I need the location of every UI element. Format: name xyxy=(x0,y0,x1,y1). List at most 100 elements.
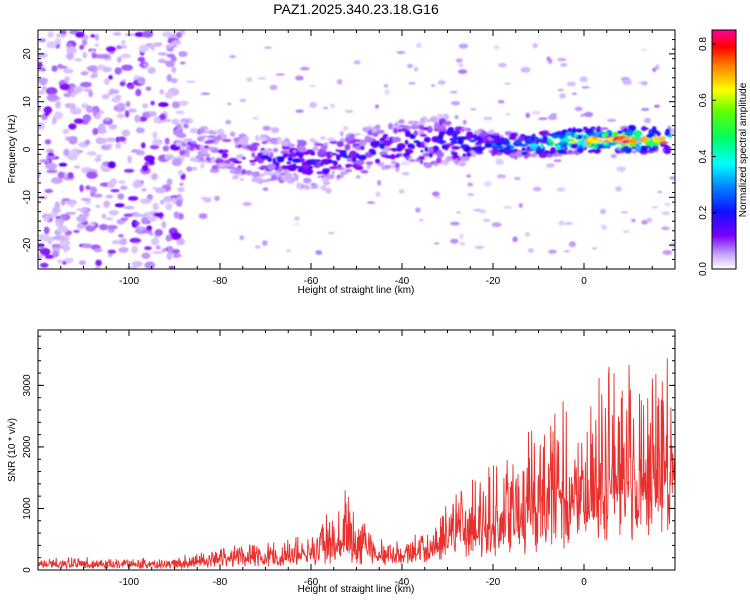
heatmap-cell xyxy=(435,151,445,158)
heatmap-cell xyxy=(152,202,159,211)
heatmap-cell xyxy=(661,210,671,216)
heatmap-cell xyxy=(82,51,88,59)
heatmap-cell xyxy=(532,186,542,192)
heatmap-cell xyxy=(309,137,316,143)
heatmap-cell xyxy=(437,80,446,85)
heatmap-cell xyxy=(90,34,96,38)
heatmap-cell xyxy=(655,64,660,71)
heatmap-cell xyxy=(127,108,137,113)
heatmap-cell xyxy=(641,107,650,111)
heatmap-cell xyxy=(81,39,88,46)
heatmap-cell xyxy=(631,218,636,223)
heatmap-cell xyxy=(421,144,426,148)
heatmap-cell xyxy=(583,126,588,131)
heatmap-cell xyxy=(294,223,300,226)
heatmap-cell xyxy=(127,196,139,201)
heatmap-cell xyxy=(524,138,533,145)
heatmap-cell xyxy=(338,150,348,153)
heatmap-cell xyxy=(462,119,467,125)
heatmap-cell xyxy=(648,147,657,152)
heatmap-cell xyxy=(191,140,196,145)
heatmap-cell xyxy=(144,246,152,251)
heatmap-cell xyxy=(172,253,182,258)
heatmap-cell xyxy=(469,139,477,143)
heatmap-cell xyxy=(92,109,97,117)
heatmap-cell xyxy=(312,183,316,190)
heatmap-cell xyxy=(336,140,344,148)
heatmap-cell xyxy=(547,133,558,137)
heatmap-cell xyxy=(314,143,325,146)
heatmap-cell xyxy=(46,41,57,49)
heatmap-cell xyxy=(91,52,98,59)
heatmap-cell xyxy=(142,62,149,67)
heatmap-cell xyxy=(169,232,182,240)
heatmap-cell xyxy=(622,79,633,86)
heatmap-cell xyxy=(454,158,459,166)
heatmap-cell xyxy=(474,149,479,153)
heatmap-cell xyxy=(152,131,158,139)
heatmap-cell xyxy=(47,31,54,39)
heatmap-cell xyxy=(329,166,339,170)
heatmap-cell xyxy=(110,188,120,193)
heatmap-cell xyxy=(209,129,213,134)
heatmap-cell xyxy=(323,142,329,147)
top-y-axis-title: Frequency (Hz) xyxy=(7,115,18,184)
heatmap-cell xyxy=(302,164,310,170)
heatmap-cell xyxy=(152,138,163,146)
heatmap-cell xyxy=(375,158,381,164)
heatmap-cell xyxy=(73,165,81,169)
heatmap-cell xyxy=(56,225,68,233)
heatmap-cell xyxy=(312,146,319,152)
heatmap-cell xyxy=(556,187,566,192)
heatmap-cell xyxy=(327,159,333,164)
heatmap-cell xyxy=(484,143,493,148)
heatmap-cell xyxy=(331,160,335,164)
heatmap-cell xyxy=(162,145,170,152)
heatmap-cell xyxy=(176,123,182,128)
heatmap-cell xyxy=(581,86,590,89)
heatmap-cell xyxy=(615,186,622,192)
heatmap-cell xyxy=(498,137,506,142)
heatmap-cell xyxy=(348,134,355,141)
heatmap-cell xyxy=(269,137,278,144)
heatmap-cell xyxy=(155,245,161,250)
x-tick-label: -20 xyxy=(486,276,501,287)
heatmap-cell xyxy=(320,136,326,140)
heatmap-cell xyxy=(53,235,64,241)
heatmap-cell xyxy=(473,133,477,141)
heatmap-cell xyxy=(604,139,610,143)
heatmap-cell xyxy=(631,146,637,150)
heatmap-cell xyxy=(164,137,170,145)
heatmap-cell xyxy=(438,118,446,124)
heatmap-cell xyxy=(264,46,272,49)
heatmap-cell xyxy=(500,134,504,138)
heatmap-cell xyxy=(120,185,128,191)
heatmap-cell xyxy=(291,158,302,163)
heatmap-cell xyxy=(86,151,97,156)
heatmap-cell xyxy=(69,202,75,208)
heatmap-cell xyxy=(57,65,68,70)
heatmap-cell xyxy=(315,250,323,255)
heatmap-cell xyxy=(428,151,433,158)
heatmap-cell xyxy=(455,58,463,63)
heatmap-cell xyxy=(120,45,128,49)
heatmap-cell xyxy=(114,67,122,75)
heatmap-cell xyxy=(495,145,505,149)
heatmap-cell xyxy=(383,83,389,88)
heatmap-cell xyxy=(421,127,430,131)
x-tick-label: 0 xyxy=(581,577,587,588)
heatmap-cell xyxy=(58,162,68,167)
heatmap-cell xyxy=(579,76,588,83)
heatmap-cell xyxy=(39,248,51,256)
heatmap-cell xyxy=(132,213,145,218)
heatmap-cell xyxy=(83,211,90,218)
heatmap-cell xyxy=(79,184,84,193)
top-chart-title: PAZ1.2025.340.23.18.G16 xyxy=(273,1,439,17)
heatmap-cell xyxy=(530,152,538,158)
heatmap-cell xyxy=(164,91,174,99)
heatmap-cell xyxy=(41,86,47,91)
heatmap-cell xyxy=(424,147,428,152)
heatmap-cell xyxy=(641,81,648,86)
heatmap-cell xyxy=(565,131,573,137)
heatmap-cell xyxy=(249,159,257,163)
